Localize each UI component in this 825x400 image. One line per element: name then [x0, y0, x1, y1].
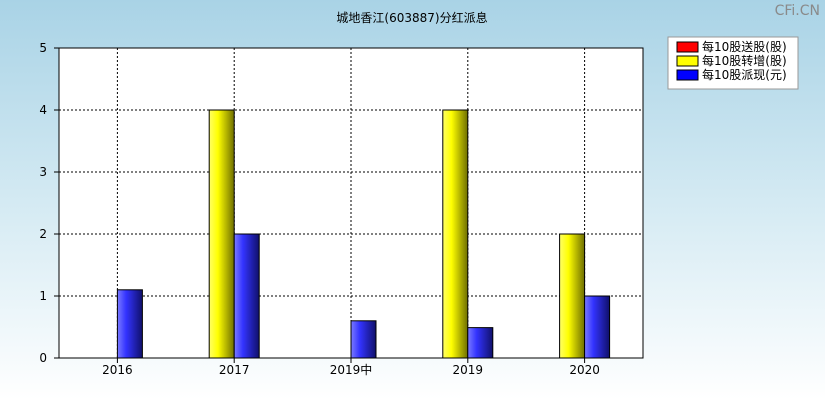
x-tick-label: 2019中	[330, 362, 373, 377]
bars	[116, 109, 611, 359]
bar-cash-dividend-2019中	[350, 320, 377, 359]
bar-cash-dividend-2019	[467, 327, 494, 359]
legend-label-capital-increase: 每10股转增(股)	[702, 53, 787, 68]
legend-swatch-cash-dividend	[676, 69, 699, 81]
x-tick-label: 2016	[102, 363, 133, 377]
axes: 0 1 2 3 4 5 2016 2017 2019中 2019 2020	[39, 41, 644, 377]
plot-area	[59, 48, 643, 358]
plot-frame	[58, 47, 644, 359]
bar-cash-dividend-2016	[116, 289, 143, 359]
legend-swatch-capital-increase	[676, 55, 699, 67]
legend-label-stock-dividend: 每10股送股(股)	[702, 39, 787, 54]
y-tick-label: 5	[39, 41, 47, 55]
y-tick-label: 0	[39, 351, 47, 365]
chart-title: 城地香江(603887)分红派息	[336, 10, 487, 25]
bar-capital-increase-2017	[208, 109, 235, 359]
bar-capital-increase-2020	[559, 233, 586, 359]
legend: 每10股送股(股) 每10股转增(股) 每10股派现(元)	[667, 36, 799, 90]
y-tick-label: 4	[39, 103, 47, 117]
y-tick-label: 3	[39, 165, 47, 179]
legend-label-cash-dividend: 每10股派现(元)	[702, 67, 787, 82]
x-tick-label: 2019	[453, 363, 484, 377]
x-tick-label: 2017	[219, 363, 250, 377]
bar-capital-increase-2019	[442, 109, 469, 359]
y-tick-label: 1	[39, 289, 47, 303]
legend-swatch-stock-dividend	[676, 41, 699, 53]
bar-cash-dividend-2020	[584, 295, 611, 359]
bar-cash-dividend-2017	[233, 233, 260, 359]
y-tick-label: 2	[39, 227, 47, 241]
watermark-logo: CFi.CN	[775, 3, 820, 19]
x-tick-label: 2020	[569, 363, 600, 377]
